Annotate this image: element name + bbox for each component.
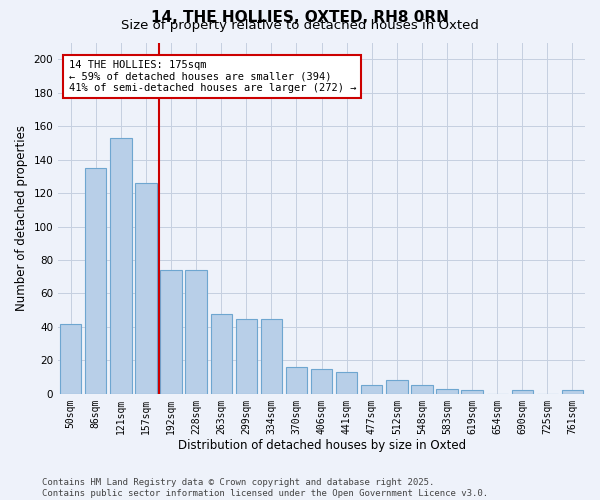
Text: Contains HM Land Registry data © Crown copyright and database right 2025.
Contai: Contains HM Land Registry data © Crown c… bbox=[42, 478, 488, 498]
Text: Size of property relative to detached houses in Oxted: Size of property relative to detached ho… bbox=[121, 19, 479, 32]
Text: 14, THE HOLLIES, OXTED, RH8 0RN: 14, THE HOLLIES, OXTED, RH8 0RN bbox=[151, 10, 449, 25]
Bar bbox=[336, 372, 358, 394]
Bar bbox=[311, 368, 332, 394]
Bar bbox=[211, 314, 232, 394]
Bar bbox=[436, 389, 458, 394]
X-axis label: Distribution of detached houses by size in Oxted: Distribution of detached houses by size … bbox=[178, 440, 466, 452]
Bar bbox=[361, 386, 382, 394]
Bar bbox=[136, 183, 157, 394]
Bar bbox=[236, 318, 257, 394]
Bar bbox=[512, 390, 533, 394]
Bar bbox=[85, 168, 106, 394]
Text: 14 THE HOLLIES: 175sqm
← 59% of detached houses are smaller (394)
41% of semi-de: 14 THE HOLLIES: 175sqm ← 59% of detached… bbox=[69, 60, 356, 94]
Bar bbox=[60, 324, 82, 394]
Bar bbox=[110, 138, 131, 394]
Bar bbox=[160, 270, 182, 394]
Bar bbox=[286, 367, 307, 394]
Bar bbox=[386, 380, 407, 394]
Bar bbox=[261, 318, 282, 394]
Bar bbox=[411, 386, 433, 394]
Bar bbox=[185, 270, 207, 394]
Bar bbox=[461, 390, 483, 394]
Y-axis label: Number of detached properties: Number of detached properties bbox=[15, 125, 28, 311]
Bar bbox=[562, 390, 583, 394]
